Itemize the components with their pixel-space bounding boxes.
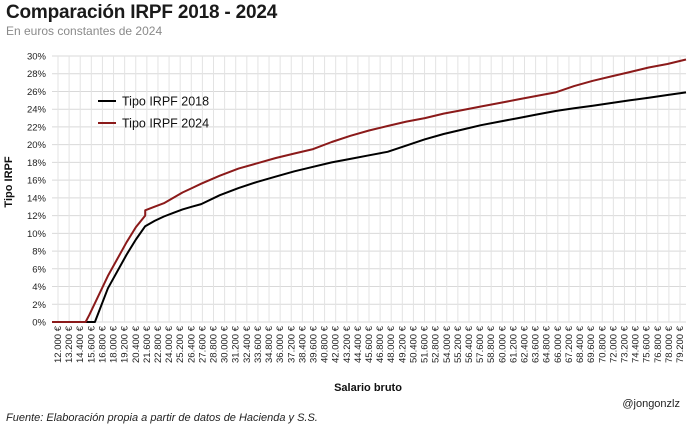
x-tick-label: 54.000 €: [442, 325, 453, 363]
series-lines: [52, 58, 687, 323]
x-tick-label: 38.400 €: [297, 325, 308, 363]
x-tick-label: 56.400 €: [464, 325, 475, 363]
x-tick-label: 57.600 €: [475, 325, 486, 363]
x-tick-label: 67.200 €: [564, 325, 575, 363]
y-tick-label: 10%: [27, 229, 47, 240]
x-tick-label: 37.200 €: [286, 325, 297, 363]
x-tick-label: 62.400 €: [520, 325, 531, 363]
y-axis-ticks: 0% 2% 4% 6% 8% 10% 12% 14% 16% 18% 20% 22% 24% 26% 28%…: [27, 52, 47, 329]
x-tick-label: 44.400 €: [353, 325, 364, 363]
x-tick-label: 46.800 €: [375, 325, 386, 363]
x-tick-label: 69.600 €: [586, 325, 597, 363]
x-tick-label: 25.200 €: [175, 325, 186, 363]
y-tick-label: 16%: [27, 176, 47, 187]
x-tick-label: 66.000 €: [553, 325, 564, 363]
x-tick-label: 16.800 €: [97, 325, 108, 363]
x-tick-label: 27.600 €: [197, 325, 208, 363]
x-tick-label: 45.600 €: [364, 325, 375, 363]
x-tick-label: 24.000 €: [164, 325, 175, 363]
source-note: Fuente: Elaboración propia a partir de d…: [6, 412, 318, 424]
x-tick-label: 51.600 €: [420, 325, 431, 363]
y-tick-label: 2%: [32, 300, 46, 311]
x-tick-label: 19.200 €: [120, 325, 131, 363]
x-tick-label: 31.200 €: [231, 325, 242, 363]
x-tick-label: 32.400 €: [242, 325, 253, 363]
x-axis-title: Salario bruto: [334, 382, 402, 394]
x-axis-ticks: 12.000 €13.200 €14.400 €15.600 €16.800 €…: [53, 325, 686, 363]
x-tick-label: 15.600 €: [86, 325, 97, 363]
y-tick-label: 30%: [27, 52, 47, 63]
x-tick-label: 49.200 €: [397, 325, 408, 363]
y-tick-label: 6%: [32, 264, 46, 275]
y-tick-label: 18%: [27, 158, 47, 169]
x-tick-label: 58.800 €: [486, 325, 497, 363]
x-tick-label: 26.400 €: [186, 325, 197, 363]
y-tick-label: 22%: [27, 122, 47, 133]
y-tick-label: 14%: [27, 193, 47, 204]
x-tick-label: 73.200 €: [619, 325, 630, 363]
y-tick-label: 28%: [27, 69, 47, 80]
grid-lines: [52, 55, 686, 323]
x-tick-label: 43.200 €: [342, 325, 353, 363]
x-tick-label: 78.000 €: [664, 325, 675, 363]
x-tick-label: 40.800 €: [320, 325, 331, 363]
y-tick-label: 20%: [27, 140, 47, 151]
y-tick-label: 26%: [27, 87, 47, 98]
x-tick-label: 68.400 €: [575, 325, 586, 363]
x-tick-label: 48.000 €: [386, 325, 397, 363]
x-tick-label: 64.800 €: [542, 325, 553, 363]
x-tick-label: 70.800 €: [597, 325, 608, 363]
x-tick-label: 28.800 €: [209, 325, 220, 363]
author-credit: @jongonzlz: [622, 398, 680, 410]
x-tick-label: 34.800 €: [264, 325, 275, 363]
series-line-2018: [52, 91, 687, 323]
x-tick-label: 74.400 €: [631, 325, 642, 363]
x-tick-label: 30.000 €: [220, 325, 231, 363]
x-tick-label: 76.800 €: [653, 325, 664, 363]
x-tick-label: 22.800 €: [153, 325, 164, 363]
x-tick-label: 12.000 €: [53, 325, 64, 363]
x-tick-label: 50.400 €: [408, 325, 419, 363]
x-tick-label: 39.600 €: [308, 325, 319, 363]
y-tick-label: 12%: [27, 211, 47, 222]
x-tick-label: 14.400 €: [75, 325, 86, 363]
x-tick-label: 79.200 €: [675, 325, 686, 363]
chart-title: Comparación IRPF 2018 - 2024: [6, 2, 278, 23]
x-tick-label: 55.200 €: [453, 325, 464, 363]
x-tick-label: 36.000 €: [275, 325, 286, 363]
y-axis-title: Tipo IRPF: [3, 156, 15, 207]
x-tick-label: 13.200 €: [64, 325, 75, 363]
legend-label: Tipo IRPF 2018: [122, 95, 209, 109]
legend: Tipo IRPF 2018 Tipo IRPF 2024: [98, 95, 209, 131]
x-tick-label: 72.000 €: [608, 325, 619, 363]
x-tick-label: 42.000 €: [331, 325, 342, 363]
y-tick-label: 0%: [32, 318, 46, 329]
x-tick-label: 60.000 €: [497, 325, 508, 363]
x-tick-label: 61.200 €: [508, 325, 519, 363]
x-tick-label: 75.600 €: [642, 325, 653, 363]
x-tick-label: 18.000 €: [109, 325, 120, 363]
series-line-2024: [52, 58, 687, 323]
legend-label: Tipo IRPF 2024: [122, 117, 209, 131]
x-tick-label: 21.600 €: [142, 325, 153, 363]
chart-subtitle: En euros constantes de 2024: [6, 24, 163, 38]
y-tick-label: 24%: [27, 105, 47, 116]
x-tick-label: 63.600 €: [531, 325, 542, 363]
x-tick-label: 52.800 €: [431, 325, 442, 363]
x-tick-label: 33.600 €: [253, 325, 264, 363]
x-tick-label: 20.400 €: [131, 325, 142, 363]
y-tick-label: 8%: [32, 247, 46, 258]
y-tick-label: 4%: [32, 282, 46, 293]
